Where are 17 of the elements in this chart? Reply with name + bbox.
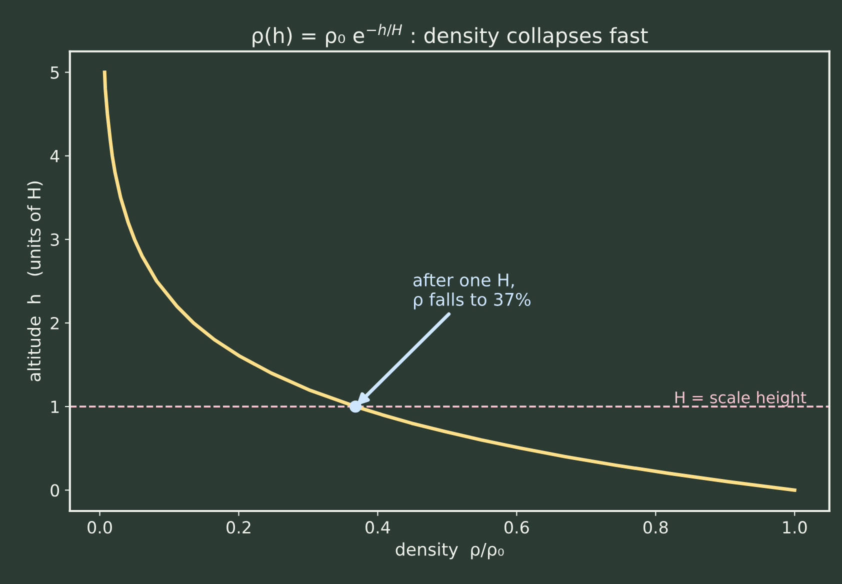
y-tick-label: 5 — [50, 66, 59, 79]
x-tick-label: 0.6 — [504, 521, 529, 534]
y-tick-label: 2 — [50, 316, 58, 330]
x-tick-label: 0.2 — [226, 521, 250, 534]
y-tick-label: 1 — [51, 400, 59, 413]
y-axis-title: altitude h (units of H) — [27, 182, 43, 382]
annotation: after one H, ρ falls to 37% — [413, 273, 530, 310]
x-tick-label: 0.4 — [366, 521, 390, 534]
y-tick-label: 4 — [50, 150, 60, 162]
x-axis-title: density ρ/ρ₀ — [396, 542, 504, 560]
chart-title: ρ(h) = ρ₀ e$^{−h/H}$ : density collapses fast — [252, 24, 648, 48]
y-tick-label: 0 — [50, 484, 60, 497]
x-tick-label: 0.8 — [644, 521, 668, 534]
x-tick-label: 0.0 — [88, 521, 112, 534]
x-tick-label: 1.0 — [783, 521, 807, 534]
ref-line-label: H = scale height — [675, 391, 806, 407]
y-tick-label: 3 — [50, 233, 59, 246]
